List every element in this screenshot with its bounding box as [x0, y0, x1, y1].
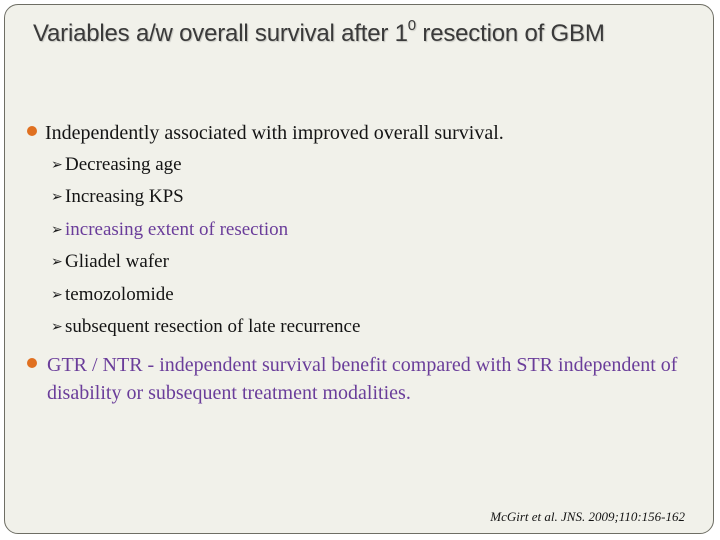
arrowhead-icon: ➢	[51, 222, 63, 238]
sub-item-text: Increasing KPS	[65, 186, 184, 207]
bullet-icon	[27, 126, 37, 136]
bullet-text: GTR / NTR - independent survival benefit…	[47, 354, 678, 404]
bullet-item: Independently associated with improved o…	[45, 122, 713, 145]
arrowhead-icon: ➢	[51, 189, 63, 205]
sub-item: ➢ temozolomide	[51, 284, 174, 306]
citation: McGirt et al. JNS. 2009;110:156-162	[490, 509, 685, 524]
title-superscript: 0	[407, 17, 416, 34]
sub-item: ➢ subsequent resection of late recurrence	[51, 316, 360, 338]
arrowhead-icon: ➢	[51, 254, 63, 270]
slide-title: Variables a/w overall survival after 10 …	[33, 17, 605, 48]
sub-item-text: Decreasing age	[65, 154, 182, 175]
sub-item: ➢ Decreasing age	[51, 154, 182, 176]
arrowhead-icon: ➢	[51, 319, 63, 335]
title-tail: resection of GBM	[415, 20, 605, 47]
bullet-icon	[27, 358, 37, 368]
sub-item: ➢ increasing extent of resection	[51, 219, 288, 241]
sub-item-text: increasing extent of resection	[65, 219, 289, 240]
sub-item-text: subsequent resection of late recurrence	[65, 316, 361, 337]
sub-item: ➢ Increasing KPS	[51, 186, 184, 208]
title-main: Variables a/w overall survival after 1	[33, 20, 408, 47]
bullet-item-highlight: GTR / NTR - independent survival benefit…	[47, 351, 697, 407]
sub-item-text: temozolomide	[65, 284, 174, 305]
slide: Variables a/w overall survival after 10 …	[4, 4, 714, 534]
sub-item-text: Gliadel wafer	[65, 251, 169, 272]
arrowhead-icon: ➢	[51, 157, 63, 173]
sub-item: ➢ Gliadel wafer	[51, 251, 169, 273]
arrowhead-icon: ➢	[51, 287, 63, 303]
bullet-text: Independently associated with improved o…	[45, 122, 504, 144]
